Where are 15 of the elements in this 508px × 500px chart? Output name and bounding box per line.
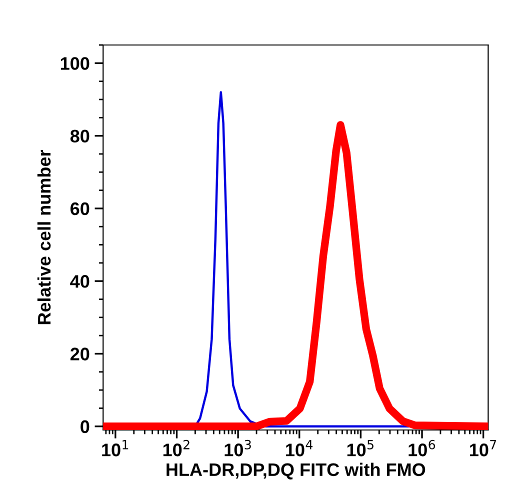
x-tick-label: 10$^{3}$ (224, 440, 251, 456)
y-axis-title: Relative cell number (37, 150, 51, 324)
x-tick-label: 10$^{7}$ (470, 440, 496, 456)
y-tick-label: 100 (60, 57, 90, 70)
y-tick-label: 20 (70, 348, 90, 360)
x-tick-label: 10$^{1}$ (102, 440, 128, 456)
x-tick-label: 10$^{5}$ (347, 440, 374, 456)
y-tick-label: 60 (70, 202, 90, 216)
x-tick-label: 10$^{4}$ (286, 440, 313, 456)
y-tick-label: 0 (80, 420, 90, 434)
x-axis-title: HLA-DR,DP,DQ FITC with FMO (166, 462, 426, 480)
x-tick-label: 10$^{2}$ (163, 440, 190, 456)
x-tick-label: 10$^{6}$ (408, 440, 436, 456)
y-tick-label: 40 (70, 275, 90, 288)
y-tick-label: 80 (70, 130, 90, 143)
